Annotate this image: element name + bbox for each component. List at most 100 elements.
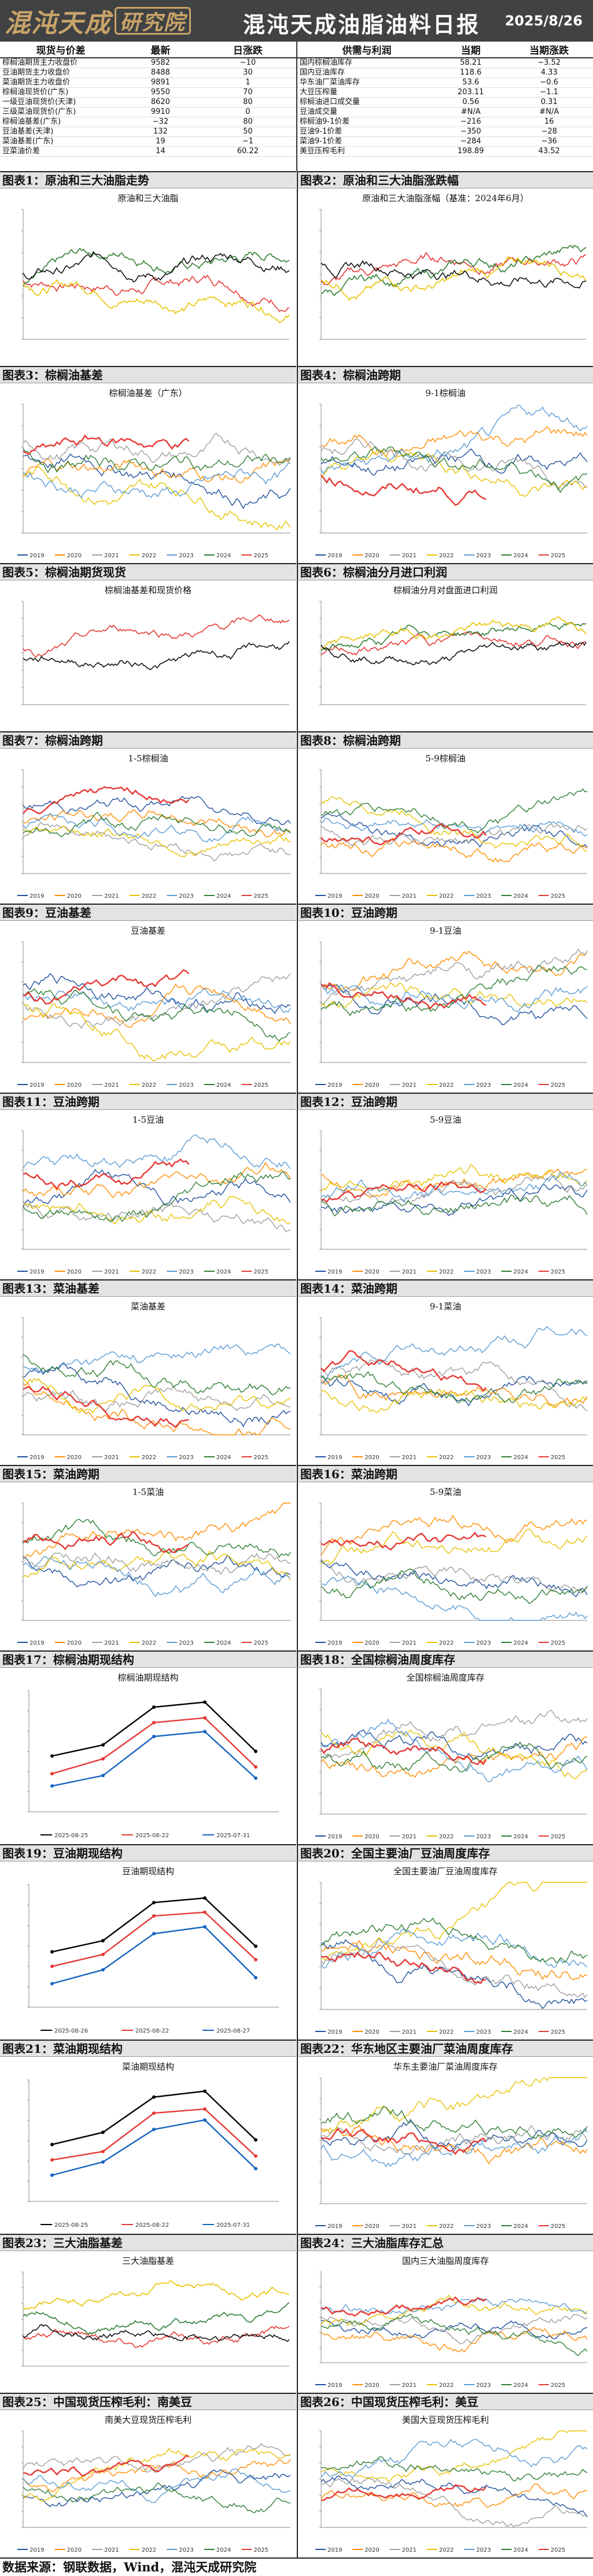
series-line <box>321 448 588 476</box>
legend-label: 2022 <box>439 1269 454 1275</box>
chart-section-header: 图表7：棕榈油跨期 <box>0 731 296 749</box>
row-label: 美豆压榨毛利 <box>297 146 436 157</box>
curve-point <box>152 1931 156 1935</box>
series-line <box>321 982 588 1008</box>
chart-svg: 9-1豆油 2019 2020 2021 2022 2023 2024 2025 <box>315 926 588 1089</box>
legend-label: 2019 <box>327 1640 342 1646</box>
curve-point <box>50 2142 54 2146</box>
row-label: 华东油厂菜油库存 <box>297 77 436 88</box>
series-line <box>321 2477 588 2528</box>
row-value: 1 <box>199 77 296 88</box>
curve-point <box>203 1700 207 1704</box>
table-row: 棕榈油基差(广东) −32 80 <box>0 117 296 127</box>
chart-panel: 9-1菜油 2019 2020 2021 2022 2023 2024 2025 <box>297 1297 593 1465</box>
curve-point <box>152 1901 156 1905</box>
legend-label: 2022 <box>142 2547 156 2553</box>
legend-label: 2021 <box>104 2547 119 2553</box>
chart-svg: 1-5棕榈油 2019 2020 2021 2022 2023 2024 2025 <box>17 753 291 900</box>
legend-label: 2023 <box>476 1082 491 1089</box>
series-line <box>321 837 588 863</box>
series-line <box>321 1376 588 1407</box>
series-line <box>23 247 290 287</box>
series-line <box>321 405 588 475</box>
logo-badge: 研究院 <box>115 7 191 35</box>
chart-section-header: 图表22：华东地区主要油厂菜油周度库存 <box>297 2040 593 2057</box>
table-row: 棕榈油期货主力收盘价 9582 −10 <box>0 58 296 68</box>
series-line <box>23 1519 291 1558</box>
legend-label: 2021 <box>104 553 119 559</box>
legend-label: 2024 <box>216 893 231 900</box>
series-line <box>321 616 587 650</box>
legend-label: 2025-08-25 <box>54 2222 88 2229</box>
series-line <box>321 439 588 491</box>
row-label: 菜油期货主力收盘价 <box>0 77 121 88</box>
row-value: 50 <box>199 127 296 137</box>
series-line <box>23 1134 291 1169</box>
legend-label: 2019 <box>30 2547 44 2553</box>
series-line <box>23 973 291 1015</box>
series-line <box>321 426 588 458</box>
series-line <box>23 1003 291 1062</box>
row-value: −1 <box>199 136 296 147</box>
series-line <box>321 446 588 493</box>
chart-section-header: 图表4：棕榈油跨期 <box>297 366 593 383</box>
chart-section-header: 图表8：棕榈油跨期 <box>297 731 593 749</box>
series-line <box>23 983 291 1028</box>
row-label: 棕榈油现货价(广东) <box>0 87 121 98</box>
legend-label: 2025-07-31 <box>216 2222 250 2229</box>
legend-label: 2022 <box>439 2029 454 2035</box>
curve-point <box>152 1720 156 1724</box>
curve-line <box>51 2090 256 2145</box>
series-line <box>23 448 291 473</box>
series-line <box>23 826 291 857</box>
curve-line <box>51 1717 256 1775</box>
series-line <box>23 1378 291 1414</box>
legend-label: 2025 <box>551 2382 565 2389</box>
chart-section-header: 图表13：菜油基差 <box>0 1279 296 1297</box>
series-line <box>23 614 290 657</box>
row-value: 70 <box>199 87 296 98</box>
series-line <box>321 1736 588 1778</box>
legend-label: 2021 <box>402 1082 417 1089</box>
row-value: 0 <box>199 107 296 117</box>
series-line <box>321 2125 588 2155</box>
chart-panel: 三大油脂基差 <box>0 2251 296 2393</box>
series-line <box>321 1389 588 1413</box>
curve-point <box>203 2107 207 2111</box>
legend-label: 2021 <box>104 1454 119 1461</box>
legend-label: 2024 <box>513 1640 528 1646</box>
chart-svg: 5-9菜油 2019 2020 2021 2022 2023 2024 2025 <box>315 1487 588 1646</box>
series-line <box>23 2279 290 2310</box>
curve-point <box>50 1772 54 1776</box>
row-value: −10 <box>199 58 296 68</box>
legend-label: 2025 <box>551 1454 565 1461</box>
legend-label: 2025 <box>551 2223 565 2230</box>
chart-section-header: 图表25：中国现货压榨毛利：南美豆 <box>0 2393 296 2410</box>
series-line <box>23 434 190 456</box>
col-header: 当期涨跌 <box>505 42 593 58</box>
chart-section-header: 图表9：豆油基差 <box>0 904 296 921</box>
curve-point <box>152 1914 156 1918</box>
legend-label: 2019 <box>327 1834 342 1840</box>
legend-label: 2020 <box>67 1640 82 1646</box>
legend-label: 2019 <box>327 2547 342 2553</box>
curve-point <box>254 2138 257 2142</box>
row-label: 豆油成交量 <box>297 107 436 117</box>
series-line <box>23 2469 291 2508</box>
chart-title: 国内三大油脂周度库存 <box>402 2256 489 2266</box>
series-line <box>321 1371 588 1404</box>
legend-label: 2023 <box>476 2547 491 2553</box>
curve-point <box>101 2160 105 2164</box>
row-label: 棕榈油期货主力收盘价 <box>0 58 121 68</box>
row-value: 53.6 <box>436 77 506 88</box>
chart-panel: 棕榈油期现结构 2025-08-25 2025-08-22 2025-07-31 <box>0 1668 296 1844</box>
legend-area <box>35 354 273 359</box>
chart-section-header: 图表18：全国棕榈油周度库存 <box>297 1650 593 1668</box>
legend-label: 2022 <box>439 2382 454 2389</box>
chart-section-header: 图表17：棕榈油期现结构 <box>0 1650 296 1668</box>
summary-tables: 现货与价差 最新 日涨跌 棕榈油期货主力收盘价 9582 −10 豆油期货主力收盘价 8… <box>0 42 593 171</box>
curve-point <box>101 2149 105 2153</box>
row-label: 豆菜油价差 <box>0 146 121 157</box>
curve-point <box>50 1982 54 1986</box>
series-line <box>321 2484 588 2508</box>
